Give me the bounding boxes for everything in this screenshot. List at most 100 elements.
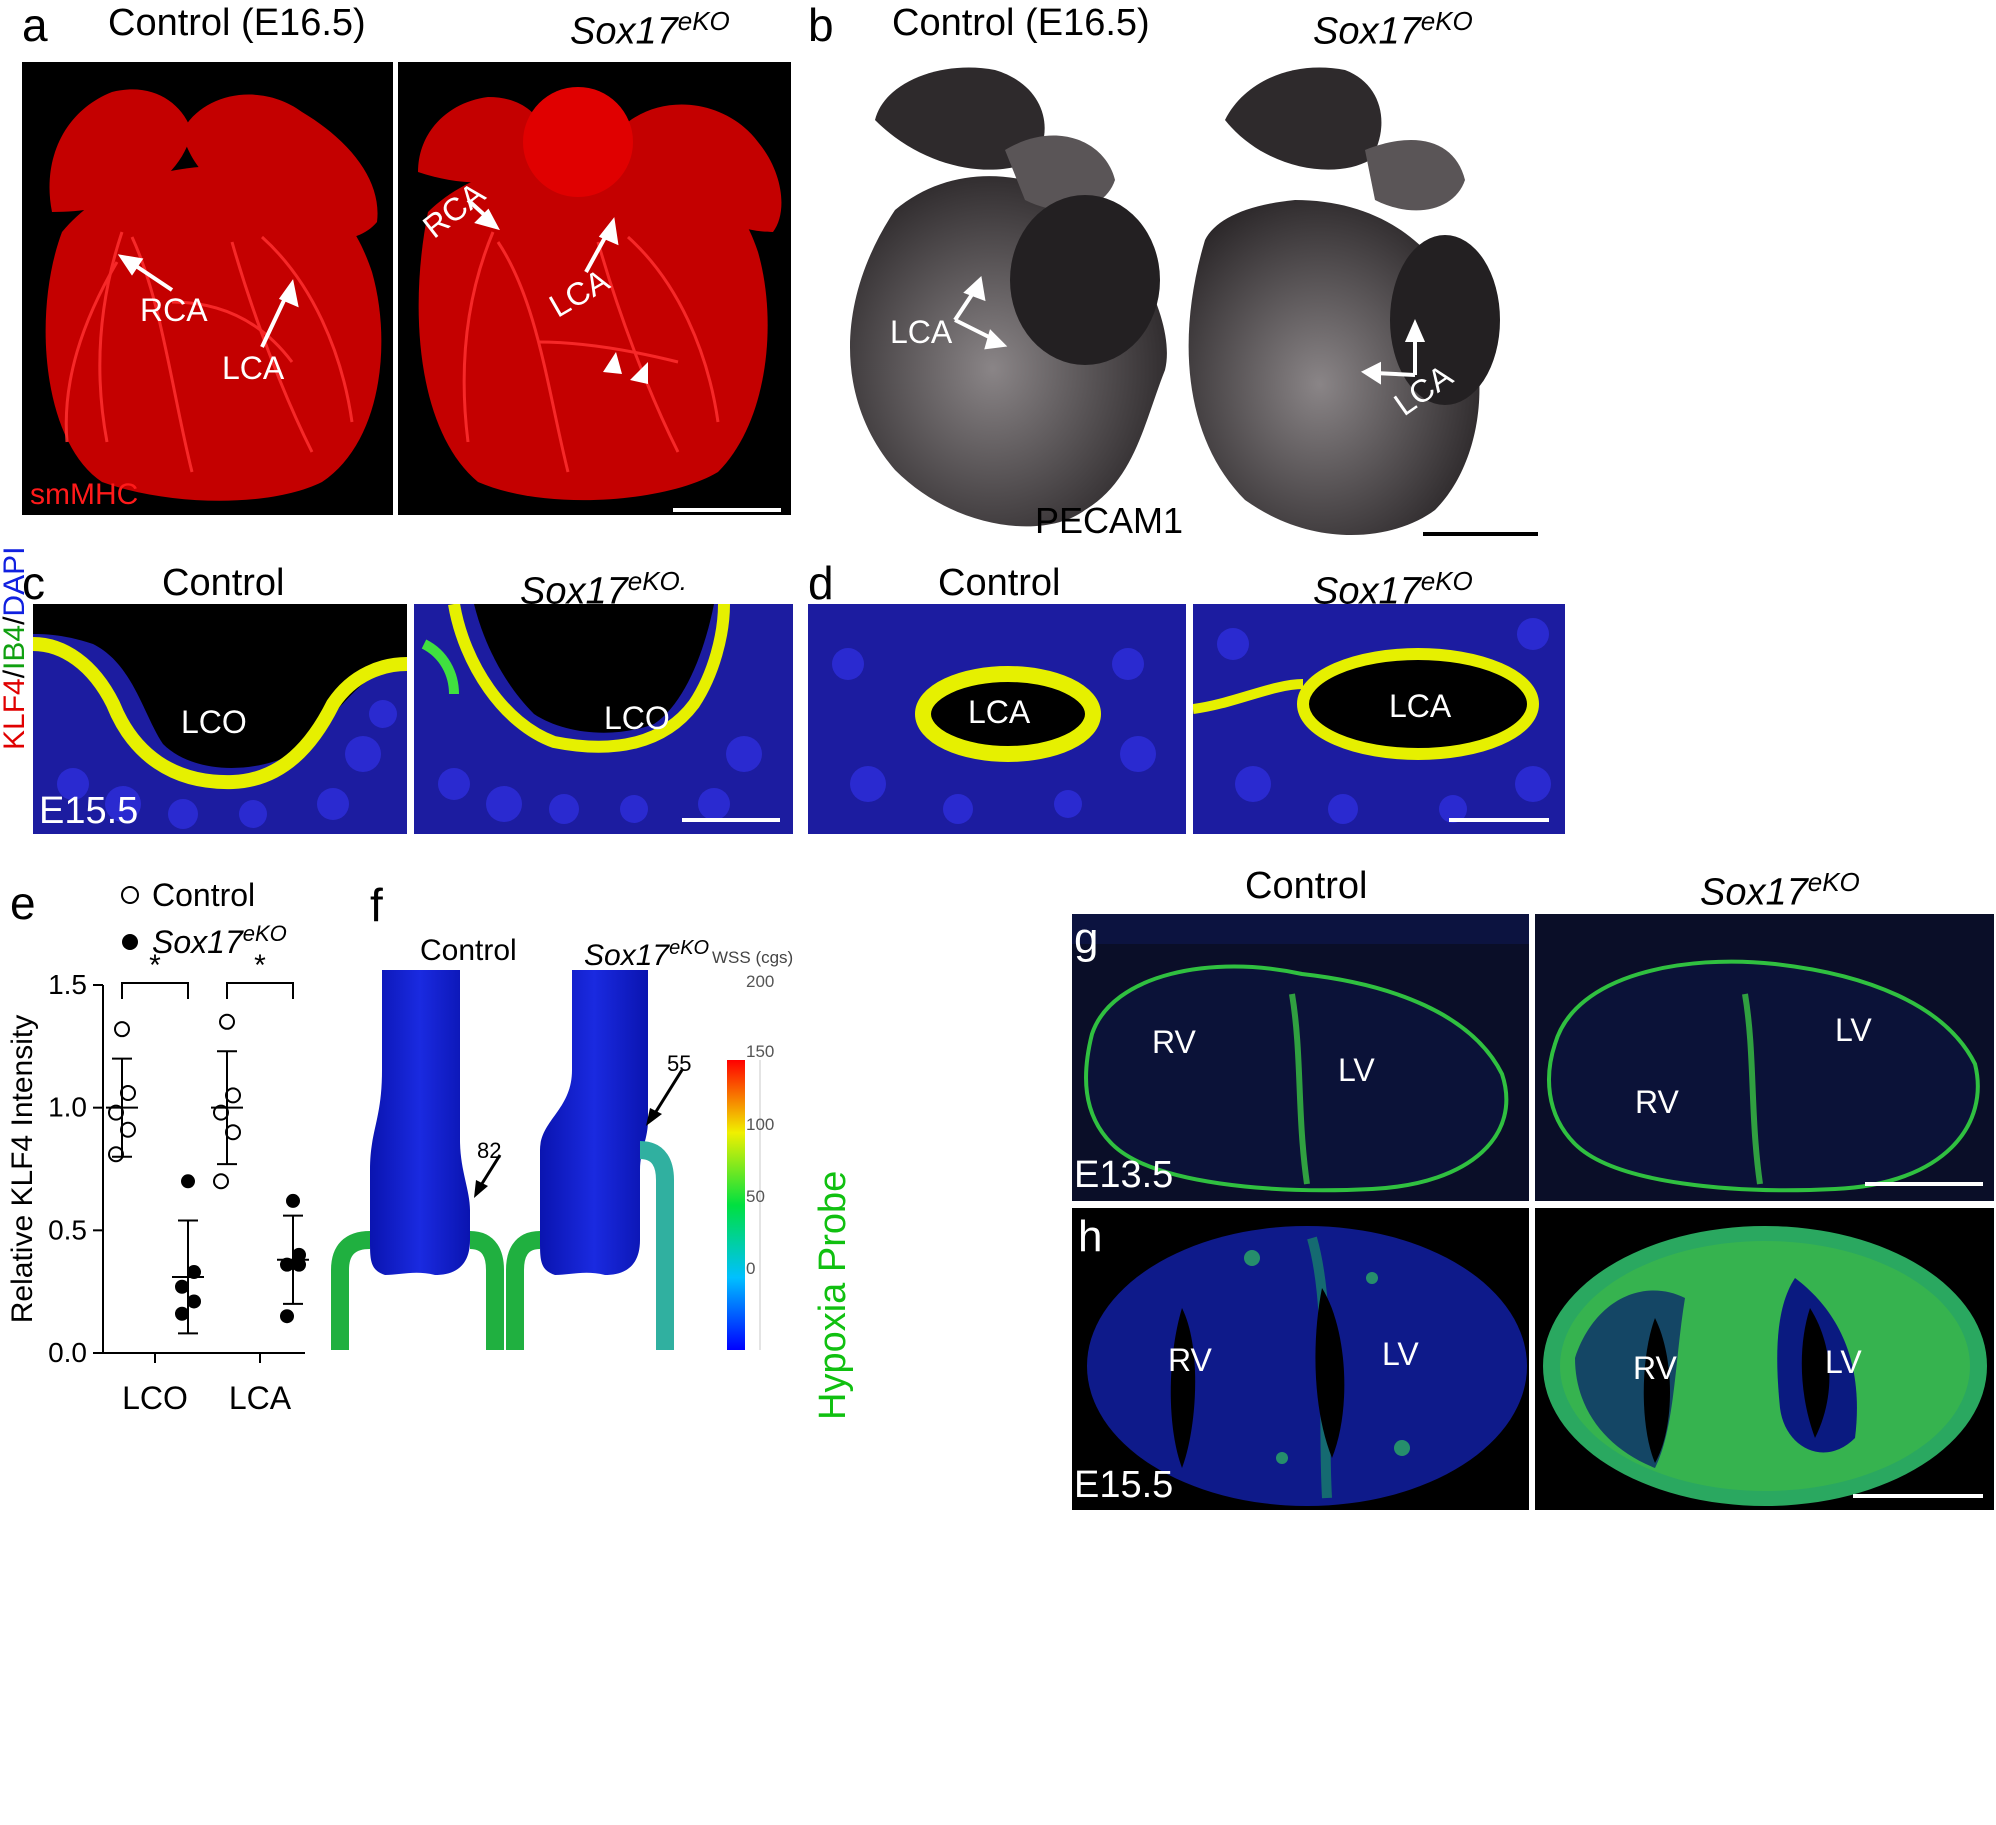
- legend-control-label: Control: [152, 877, 255, 913]
- x-tick-label: LCO: [122, 1380, 188, 1416]
- significance-bracket: [226, 982, 294, 999]
- legend-control-marker: [121, 886, 139, 904]
- panel-g-ctrl-lv-label: LV: [1338, 1052, 1375, 1088]
- panel-g-ctrl-rv-label: RV: [1152, 1024, 1196, 1060]
- data-point: [225, 1087, 241, 1104]
- panel-c-ko-image: LCO: [414, 604, 793, 834]
- data-point: [108, 1146, 124, 1163]
- panel-h-ctrl-lv-label: LV: [1382, 1336, 1419, 1372]
- panel-h-ko-rv-label: RV: [1633, 1350, 1677, 1386]
- data-point: [286, 1193, 300, 1208]
- hypoxia-probe-side-label: Hypoxia Probe: [812, 1170, 854, 1420]
- significance-bracket: [121, 982, 189, 999]
- y-axis-label: Relative KLF4 Intensity: [6, 1015, 39, 1323]
- panel-a-ko-image: RCA LCA: [398, 62, 791, 515]
- panel-a-scale-bar: [673, 508, 781, 512]
- data-point: [225, 1124, 241, 1141]
- panel-f-ctrl-wss-value: 82: [477, 1138, 502, 1163]
- panel-label-h: h: [1078, 1212, 1103, 1261]
- panel-g-ko-rv-label: RV: [1635, 1084, 1679, 1120]
- panel-g-ko-image: RV LV: [1535, 914, 1994, 1201]
- legend-ko-marker: [122, 934, 138, 950]
- panel-label-e: e: [10, 877, 36, 929]
- colorbar-tick-0: 0: [746, 1259, 756, 1278]
- panel-a-ko-title: Sox17eKO: [570, 6, 730, 53]
- data-point: [120, 1121, 136, 1138]
- panel-a-ctrl-arrows: [117, 254, 299, 348]
- panel-f-ko-wss-value: 55: [667, 1051, 692, 1076]
- colorbar-tick-200: 200: [746, 972, 775, 991]
- panel-c-ctrl-lco-label: LCO: [181, 704, 247, 740]
- colorbar-title: WSS (cgs): [712, 948, 794, 967]
- y-tick-label: 1.5: [48, 969, 87, 1000]
- data-point: [280, 1309, 294, 1324]
- panel-g-ko-title: Sox17eKO: [1700, 867, 1860, 914]
- panel-label-c: c: [22, 557, 45, 609]
- panel-a-ko-arrows: [466, 198, 619, 273]
- y-tick-label: 0.5: [48, 1214, 87, 1245]
- panel-b-ctrl-lca-label: LCA: [890, 314, 953, 350]
- panel-f-wss-model: [331, 970, 761, 1350]
- data-point: [213, 1173, 229, 1190]
- panel-d-control-image: LCA: [808, 604, 1186, 834]
- panel-c-control-title: Control: [162, 562, 285, 604]
- colorbar-tick-50: 50: [746, 1187, 765, 1206]
- panel-c-ko-lco-label: LCO: [604, 700, 670, 736]
- panel-b-ko-title: Sox17eKO: [1313, 6, 1473, 53]
- panel-h-control-image: RV LV E15.5 h: [1072, 1208, 1529, 1510]
- panel-label-g: g: [1074, 914, 1099, 963]
- panel-d-ko-image: LCA: [1193, 604, 1565, 834]
- panel-a-ctrl-rca-label: RCA: [140, 292, 208, 328]
- panel-f-ko-title: Sox17eKO: [584, 937, 710, 972]
- panel-label-b: b: [808, 0, 834, 51]
- data-point: [292, 1257, 306, 1272]
- panel-a-ctrl-lca-label: LCA: [222, 350, 285, 386]
- panel-g-scale-bar: [1865, 1182, 1983, 1186]
- panel-h-stage-label: E15.5: [1074, 1464, 1174, 1506]
- y-tick-label: 0.0: [48, 1337, 87, 1368]
- panel-a-control-image: smMHC RCA LCA: [22, 62, 393, 515]
- panel-g-control-title: Control: [1245, 865, 1368, 907]
- panel-c-control-image: LCO E15.5: [33, 604, 407, 834]
- data-point: [175, 1279, 189, 1294]
- panel-g-stage-label: E13.5: [1074, 1154, 1174, 1196]
- data-point: [114, 1021, 130, 1038]
- panel-f-control-title: Control: [420, 934, 517, 967]
- y-tick-label: 1.0: [48, 1092, 87, 1123]
- data-point: [187, 1265, 201, 1280]
- panel-d-scale-bar: [1449, 818, 1549, 822]
- panel-d-ko-lca-label: LCA: [1389, 688, 1452, 724]
- panel-label-a: a: [22, 0, 48, 51]
- panel-label-d: d: [808, 557, 834, 609]
- panel-b-images: [850, 67, 1538, 536]
- panel-d-ctrl-lca-label: LCA: [968, 694, 1031, 730]
- data-point: [219, 1013, 235, 1030]
- panel-c-stage-label: E15.5: [39, 790, 139, 832]
- data-point: [120, 1084, 136, 1101]
- panel-d-control-title: Control: [938, 562, 1061, 604]
- legend-ko-superscript: eKO: [243, 921, 287, 946]
- colorbar-tick-100: 100: [746, 1115, 775, 1134]
- data-point: [181, 1174, 195, 1189]
- data-point: [187, 1294, 201, 1309]
- panel-b-control-title: Control (E16.5): [892, 2, 1150, 44]
- panel-h-scale-bar: [1853, 1494, 1983, 1498]
- significance-label: *: [149, 949, 161, 982]
- panel-h-ctrl-rv-label: RV: [1168, 1342, 1212, 1378]
- panel-a-stain-label: smMHC: [30, 478, 138, 511]
- panel-h-ko-image: RV LV: [1535, 1208, 1994, 1510]
- panel-g-ko-lv-label: LV: [1835, 1012, 1872, 1048]
- panel-h-ko-lv-label: LV: [1825, 1344, 1862, 1380]
- panel-c-scale-bar: [682, 818, 780, 822]
- panel-label-f: f: [370, 879, 383, 931]
- legend-ko-label: Sox17eKO: [152, 921, 287, 960]
- panel-b-stain-label: PECAM1: [1035, 500, 1184, 541]
- panel-a-control-title: Control (E16.5): [108, 2, 366, 44]
- data-point: [280, 1257, 294, 1272]
- panel-g-control-image: RV LV E13.5 g: [1072, 914, 1529, 1201]
- data-point: [175, 1306, 189, 1321]
- klf4-intensity-chart: 0.0 0.5 1.0 1.5 LCO LCA Relative KLF4 Intensit…: [6, 877, 309, 1416]
- colorbar-tick-150: 150: [746, 1042, 775, 1061]
- x-tick-label: LCA: [229, 1380, 292, 1416]
- significance-label: *: [254, 949, 266, 982]
